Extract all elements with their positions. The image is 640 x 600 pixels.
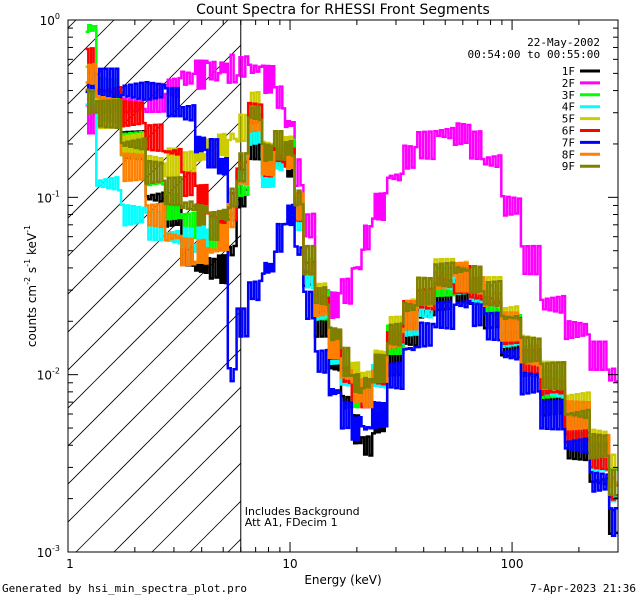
y-axis-label-text: keV [25, 232, 39, 259]
legend-label-6F: 6F [562, 125, 575, 138]
hatch-line [68, 120, 241, 295]
y-axis-label: counts cm-2 s-1 keV-1 [23, 225, 39, 347]
y-axis-label-text: s [25, 267, 39, 277]
y-tick-exponent: -3 [52, 544, 60, 553]
hatch-line [68, 196, 241, 371]
legend-label-4F: 4F [562, 101, 575, 114]
hatch-line [68, 158, 241, 333]
annotation-line: Att A1, FDecim 1 [245, 516, 338, 529]
hatch-line [68, 310, 241, 485]
hatch-line [68, 348, 241, 523]
x-tick-label: 10 [282, 557, 297, 571]
generated-by-text: Generated by hsi_min_spectra_plot.pro [2, 582, 248, 595]
series-7F [85, 67, 618, 537]
legend-label-3F: 3F [562, 89, 575, 102]
x-tick-label-1: 1 [66, 557, 74, 571]
series-1F [85, 87, 618, 535]
y-tick-label: 100 [40, 12, 60, 28]
legend-label-5F: 5F [562, 113, 575, 126]
legend-label-7F: 7F [562, 136, 575, 149]
x-axis-label: Energy (keV) [304, 573, 381, 587]
hatch-line [68, 44, 241, 219]
y-tick-label: 10-1 [37, 189, 60, 205]
hatch-line [68, 82, 241, 257]
legend-date: 22-May-2002 [527, 36, 600, 49]
legend-label-2F: 2F [562, 77, 575, 90]
series-9F [85, 88, 618, 497]
y-tick-label: 10-3 [37, 544, 60, 560]
legend-label-1F: 1F [562, 65, 575, 78]
y-axis-label-exp: -1 [23, 259, 32, 267]
legend-label-8F: 8F [562, 148, 575, 161]
annotation-line: Includes Background [245, 505, 360, 518]
legend-label-9F: 9F [562, 160, 575, 173]
series-layer [85, 23, 618, 537]
hatched-region [68, 20, 640, 552]
hatch-line [532, 20, 640, 552]
axes: 10 100 1 100 10-1 10-2 10-3 Energy (keV) counts … [23, 12, 619, 587]
chart-title: Count Spectra for RHESSI Front Segments [196, 2, 490, 18]
hatch-line [570, 20, 640, 552]
legend-time-range: 00:54:00 to 00:55:00 [468, 48, 600, 61]
plot-frame [67, 19, 619, 553]
series-2F [85, 53, 618, 383]
hatch-line [75, 386, 241, 552]
y-tick-label: 10-2 [37, 367, 60, 383]
hatch-line [113, 424, 241, 552]
x-tick-label: 100 [501, 557, 524, 571]
y-tick-exponent: -2 [52, 367, 60, 376]
timestamp-text: 7-Apr-2023 21:36 [530, 582, 636, 595]
y-axis-label-exp: -2 [23, 277, 32, 285]
y-tick-exponent: -1 [52, 189, 60, 198]
y-tick-exponent: 0 [55, 12, 60, 21]
y-axis-label-exp: -1 [23, 225, 32, 233]
hatch-line [68, 234, 241, 409]
y-axis-label-text: counts cm [25, 285, 39, 347]
